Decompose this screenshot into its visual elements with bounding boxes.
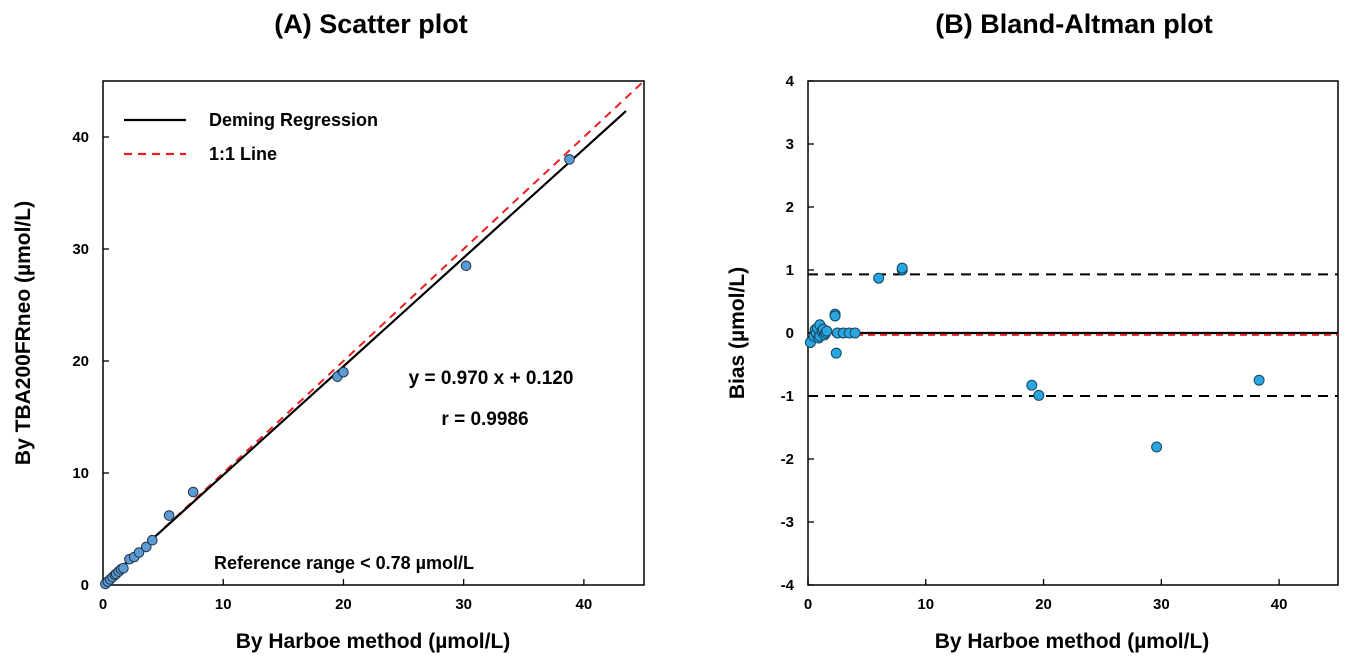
- scatter-x-tick-label: 0: [99, 596, 107, 613]
- bias-point: [1034, 390, 1044, 400]
- bland-altman-panel: (B) Bland-Altman plot 0 10 20 30 40 -4 -3 -2 -1 0…: [726, 9, 1338, 653]
- scatter-plot-title: (A) Scatter plot: [274, 9, 468, 39]
- bland-altman-x-tick-label: 30: [1153, 596, 1170, 613]
- bias-point: [1254, 375, 1264, 385]
- scatter-point: [565, 155, 575, 165]
- scatter-point: [147, 535, 157, 545]
- scatter-legend: Deming Regression 1:1 Line: [124, 110, 378, 164]
- scatter-x-tick-label: 30: [455, 596, 472, 613]
- scatter-y-tick-label: 20: [72, 353, 89, 370]
- deming-regression-line: [103, 111, 626, 584]
- bias-point: [830, 311, 840, 321]
- bland-altman-y-tick-label: -3: [781, 514, 794, 531]
- bland-altman-x-axis-label: By Harboe method (µmol/L): [935, 630, 1210, 653]
- scatter-x-tick-label: 20: [335, 596, 352, 613]
- bland-altman-y-tick-label: 4: [786, 73, 795, 90]
- scatter-y-tick-label: 40: [72, 129, 89, 146]
- bland-altman-y-tick-label: -1: [781, 388, 794, 405]
- scatter-x-tick-label: 10: [215, 596, 232, 613]
- bias-point: [897, 263, 907, 273]
- scatter-point: [119, 563, 129, 573]
- bias-point: [1027, 380, 1037, 390]
- bias-point: [822, 326, 832, 336]
- scatter-y-tick-label: 10: [72, 465, 89, 482]
- bias-point: [1152, 442, 1162, 452]
- scatter-x-tick-label: 40: [576, 596, 593, 613]
- bland-altman-y-axis-label: Bias (µmol/L): [726, 267, 749, 399]
- bland-altman-title: (B) Bland-Altman plot: [935, 9, 1212, 39]
- bland-altman-y-tick-label: 1: [786, 262, 794, 279]
- legend-deming-label: Deming Regression: [209, 110, 378, 130]
- legend-identity-label: 1:1 Line: [209, 144, 277, 164]
- scatter-point: [164, 511, 174, 521]
- correlation-coefficient: r = 0.9986: [441, 409, 528, 430]
- bland-altman-y-tick-label: 3: [786, 136, 794, 153]
- bland-altman-y-tick-label: 2: [786, 199, 794, 216]
- bland-altman-y-tick-label: -2: [781, 451, 794, 468]
- bias-point: [874, 273, 884, 283]
- scatter-point: [461, 261, 471, 271]
- scatter-y-tick-label: 0: [81, 577, 89, 594]
- scatter-x-axis-label: By Harboe method (µmol/L): [236, 630, 511, 653]
- scatter-plot-panel: (A) Scatter plot 0 10 20 30 40 0 10 20 30 40 By H…: [12, 9, 644, 653]
- reference-range-note: Reference range < 0.78 µmol/L: [214, 553, 474, 573]
- bland-altman-x-tick-label: 20: [1035, 596, 1052, 613]
- bland-altman-y-tick-label: 0: [786, 325, 794, 342]
- scatter-point: [339, 367, 349, 377]
- bias-point: [831, 348, 841, 358]
- scatter-y-tick-label: 30: [72, 241, 89, 258]
- bland-altman-x-tick-label: 0: [804, 596, 812, 613]
- bland-altman-x-tick-label: 10: [917, 596, 934, 613]
- scatter-point: [188, 487, 198, 497]
- bland-altman-x-tick-label: 40: [1271, 596, 1288, 613]
- bias-point: [850, 328, 860, 338]
- scatter-y-axis-label: By TBA200FRneo (µmol/L): [12, 201, 35, 465]
- regression-equation: y = 0.970 x + 0.120: [409, 368, 574, 389]
- bland-altman-y-tick-label: -4: [781, 577, 795, 594]
